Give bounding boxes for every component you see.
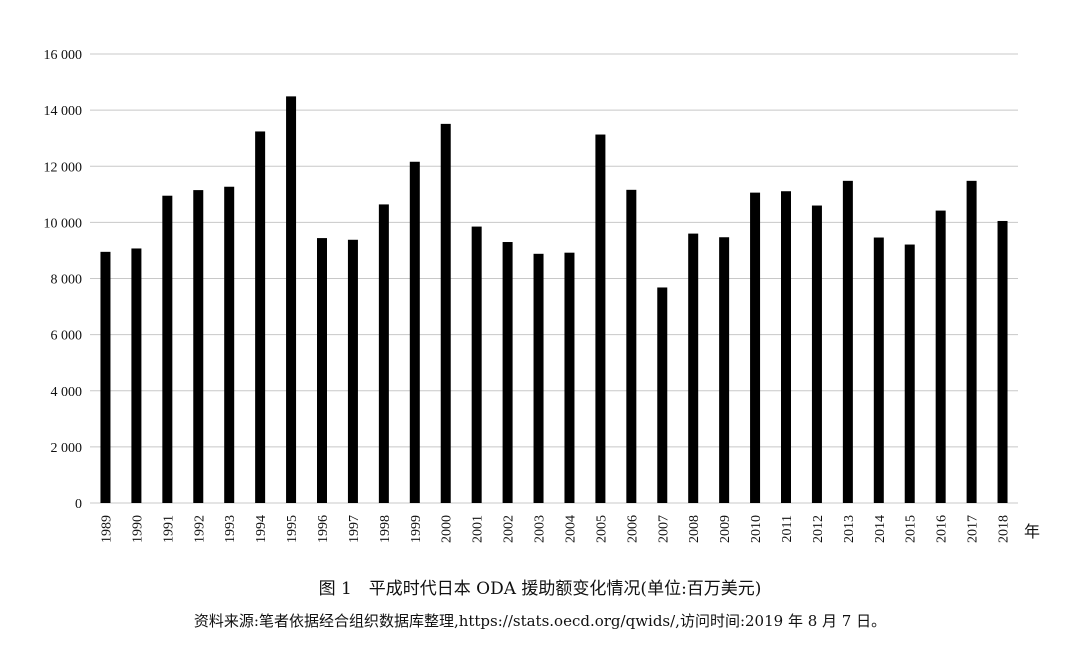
y-tick-label: 14 000 <box>44 104 83 119</box>
bar-2009 <box>719 237 730 504</box>
x-tick-label: 1998 <box>378 515 393 543</box>
y-axis-tick-labels: 16 000 14 000 12 000 10 000 8 000 6 000 4 000 2… <box>44 48 83 512</box>
y-tick-label: 10 000 <box>44 216 83 231</box>
bar-2014 <box>873 237 884 503</box>
bar-2018 <box>997 220 1008 504</box>
bar-2011 <box>781 191 791 503</box>
x-tick-label: 2015 <box>904 515 919 543</box>
bar-1993 <box>224 186 235 503</box>
y-tick-label: 0 <box>75 497 82 512</box>
bar-2008 <box>688 233 699 503</box>
gridlines <box>90 53 1018 504</box>
bar-1995 <box>286 96 297 503</box>
x-axis-unit-label: 年 <box>1024 522 1040 541</box>
bar-2017 <box>966 180 977 503</box>
bar-1992 <box>193 190 204 503</box>
bar-1998 <box>378 204 389 504</box>
x-tick-label: 1993 <box>223 515 238 543</box>
x-tick-label: 2011 <box>780 515 795 542</box>
x-tick-label: 1992 <box>192 515 207 543</box>
x-tick-label: 1999 <box>409 515 424 543</box>
bar-2007 <box>657 287 668 503</box>
x-tick-label: 2001 <box>471 515 486 543</box>
bar-2012 <box>811 205 822 503</box>
y-tick-label: 12 000 <box>44 160 83 175</box>
bar-2016 <box>935 210 946 503</box>
x-tick-label: 2009 <box>718 515 733 543</box>
bar-chart: 16 000 14 000 12 000 10 000 8 000 6 000 4 000 2… <box>44 48 1041 543</box>
y-tick-label: 8 000 <box>51 273 83 288</box>
x-tick-label: 2012 <box>811 515 826 543</box>
bar-1990 <box>131 248 142 503</box>
x-tick-label: 1991 <box>161 515 176 543</box>
x-tick-label: 2008 <box>687 515 702 543</box>
x-tick-label: 2000 <box>440 515 455 543</box>
x-tick-label: 2007 <box>656 515 671 543</box>
y-tick-label: 4 000 <box>51 385 83 400</box>
x-tick-label: 1990 <box>130 515 145 543</box>
bar-2002 <box>502 242 513 504</box>
bar-2001 <box>471 226 482 503</box>
figure-source-note: 资料来源:笔者依据经合组织数据库整理,https://stats.oecd.or… <box>193 612 887 630</box>
x-tick-label: 2002 <box>502 515 517 543</box>
x-tick-label: 2018 <box>997 515 1012 543</box>
bars <box>100 96 1008 504</box>
x-tick-label: 1997 <box>347 515 362 543</box>
bar-2003 <box>533 253 544 503</box>
bar-1989 <box>100 251 111 503</box>
bar-1999 <box>409 161 420 503</box>
x-tick-label: 2006 <box>625 515 640 543</box>
y-tick-label: 2 000 <box>51 441 83 456</box>
x-tick-label: 1989 <box>99 515 114 543</box>
bar-2000 <box>440 123 451 504</box>
x-tick-label: 2014 <box>873 515 888 543</box>
figure-title: 图 1 平成时代日本 ODA 援助额变化情况(单位:百万美元) <box>318 579 762 599</box>
x-tick-label: 2017 <box>966 515 981 543</box>
bar-2006 <box>626 189 637 503</box>
bar-1996 <box>317 238 327 503</box>
x-tick-label: 1995 <box>285 515 300 543</box>
x-axis-tick-labels: 1989 1990 1991 1992 1993 1994 1995 1996 1997 1998… <box>99 515 1011 543</box>
bar-1991 <box>162 195 173 503</box>
bar-1994 <box>255 131 266 503</box>
bar-2013 <box>842 180 853 503</box>
bar-2015 <box>904 244 915 503</box>
x-tick-label: 1994 <box>254 515 269 543</box>
x-tick-label: 2005 <box>594 515 609 543</box>
x-tick-label: 2016 <box>935 515 950 543</box>
x-tick-label: 2003 <box>533 515 548 543</box>
x-tick-label: 2010 <box>749 515 764 543</box>
bar-2004 <box>564 252 575 503</box>
x-tick-label: 2013 <box>842 515 857 543</box>
y-tick-label: 6 000 <box>51 329 83 344</box>
bar-2010 <box>750 192 761 503</box>
y-tick-label: 16 000 <box>44 48 83 63</box>
x-tick-label: 1996 <box>316 515 331 543</box>
bar-1997 <box>347 239 358 503</box>
x-tick-label: 2004 <box>563 515 578 543</box>
bar-2005 <box>595 134 606 503</box>
